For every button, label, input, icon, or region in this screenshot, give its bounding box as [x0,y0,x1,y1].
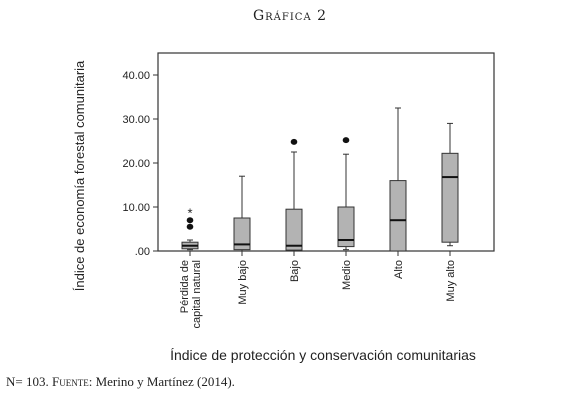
plot-frame [157,52,495,252]
y-tick-label: 20.00 [122,158,150,170]
x-tick-label: Bajo [289,260,301,282]
figure-note: N= 103. Fuente: Merino y Martínez (2014)… [6,374,235,390]
x-tick-label: Muy alto [445,260,457,302]
figure-title: Gráfica 2 [252,8,328,24]
outlier-point [342,137,350,144]
x-axis-label: Índice de protección y conservación comu… [170,347,476,363]
box [337,206,355,248]
x-tick-label: Medio [341,260,353,290]
source-citation: Merino y Martínez (2014). [95,374,235,389]
y-tick-label: 30.00 [122,114,150,126]
x-tick-label: Pérdida decapital natural [179,260,203,329]
outlier-point [186,217,194,224]
y-axis-label: Índice de economía forestal comunitaria [72,60,87,291]
y-tick-label: .00 [135,246,150,258]
y-tick-label: 10.00 [122,202,150,214]
sample-size-note: N= 103. [6,374,49,389]
outlier-point [186,223,194,230]
outlier-point [290,138,298,145]
extreme-outlier-marker: * [187,205,192,220]
y-tick-label: 40.00 [122,70,150,82]
box [389,180,407,252]
boxplot-chart: .00 10.00 20.00 30.00 40.00 * Pérdida decapita… [72,52,495,363]
box [233,217,251,251]
box [285,208,303,251]
plot-area: .00 10.00 20.00 30.00 40.00 * Pérdida decapita… [122,52,495,329]
box [441,152,459,243]
source-label: Fuente: [51,374,93,389]
x-tick-label: Alto [393,260,405,279]
x-tick-label: Muy bajo [237,260,249,305]
